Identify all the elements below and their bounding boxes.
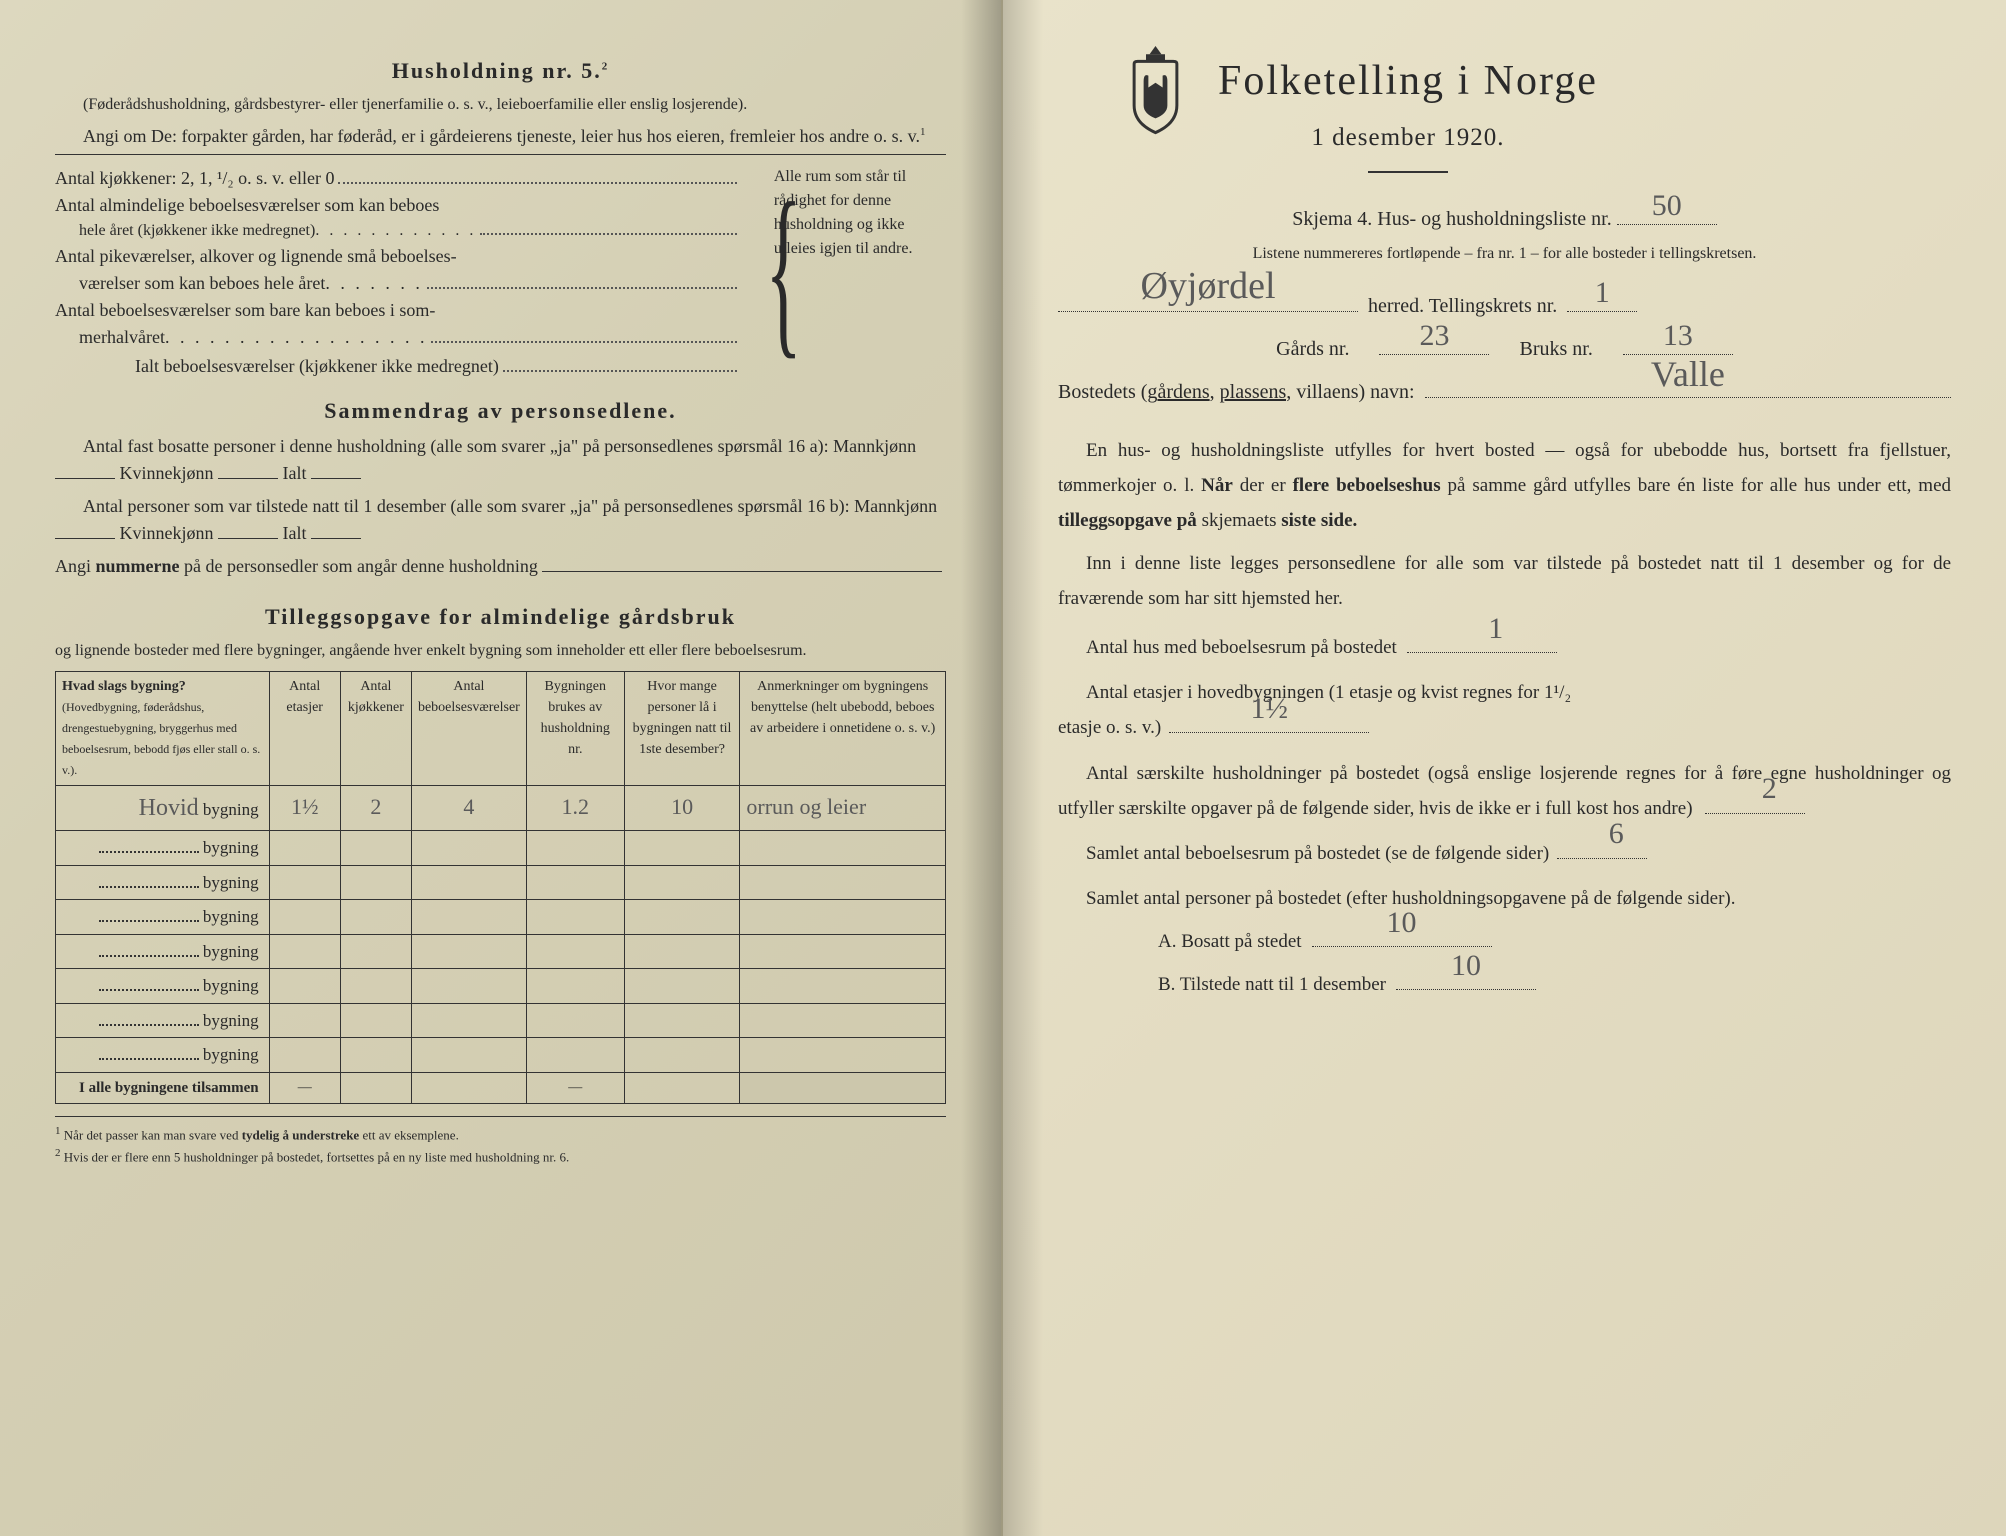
row1-v0: 1½ — [291, 794, 319, 819]
heading-sup: 2 — [602, 61, 610, 73]
th-6: Hvor mange personer lå i bygningen natt … — [624, 672, 740, 786]
page-title: Folketelling i Norge — [1218, 50, 1598, 113]
intro-2-sup: 1 — [920, 126, 926, 138]
th-5: Bygningen brukes av husholdning nr. — [526, 672, 624, 786]
bosted-value: Valle — [1425, 347, 1951, 401]
bosted-label: Bostedets (gårdens, plassens, villaens) … — [1058, 377, 1415, 407]
th-2: Antal etasjer — [269, 672, 340, 786]
fn-2: Hvis der er flere enn 5 husholdninger på… — [64, 1149, 569, 1164]
footnotes: 1 Når det passer kan man svare ved tydel… — [55, 1116, 946, 1167]
table-row-total: I alle bygningene tilsammen —— — [56, 1072, 946, 1104]
q1-value: 1 — [1407, 601, 1557, 657]
q2-value: 1½ — [1169, 681, 1369, 737]
th-4: Antal beboelsesværelser — [411, 672, 526, 786]
questions: Antal hus med beboelsesrum på bostedet1 … — [1058, 630, 1951, 1002]
krets-value: 1 — [1567, 270, 1637, 315]
skjema-line: Skjema 4. Hus- og husholdningsliste nr. … — [1058, 201, 1951, 234]
heading-husholdning: Husholdning nr. 5.2 — [55, 54, 946, 87]
skjema-value: 50 — [1617, 183, 1717, 228]
th-1: Hvad slags bygning? (Hovedbygning, føder… — [56, 672, 270, 786]
rooms-block: Antal kjøkkener: 2, 1, ¹/₂ o. s. v. elle… — [55, 165, 946, 380]
table-row: bygning — [56, 1038, 946, 1073]
herred-value: Øyjørdel — [1058, 258, 1358, 315]
q4-label: Samlet antal beboelsesrum på bostedet (s… — [1058, 836, 1549, 871]
kitchens-line: Antal kjøkkener: 2, 1, ¹/₂ o. s. v. elle… — [55, 165, 334, 192]
rooms-1a: Antal almindelige beboelsesværelser som … — [55, 192, 439, 219]
intro-1: (Føderådshusholdning, gårdsbestyrer- ell… — [55, 93, 946, 117]
q3-block: Antal særskilte husholdninger på bostede… — [1058, 756, 1951, 826]
building-table: Hvad slags bygning? (Hovedbygning, føder… — [55, 671, 946, 1104]
s2-ialt-2: Ialt — [283, 523, 307, 543]
section-sammendrag: Sammendrag av personsedlene. — [55, 394, 946, 427]
fn-1: Når det passer kan man svare ved tydelig… — [64, 1127, 459, 1142]
rooms-1b: hele året (kjøkkener ikke medregnet) — [79, 219, 315, 243]
th-7: Anmerkninger om bygningens benyttelse (h… — [740, 672, 946, 786]
th-3: Antal kjøkkener — [340, 672, 411, 786]
rooms-bracket-note: { Alle rum som står til rådighet for den… — [768, 165, 946, 261]
heading-text: Husholdning nr. 5. — [392, 58, 602, 83]
q3-label: Antal særskilte husholdninger på bostede… — [1058, 763, 1951, 819]
q5b-label: B. Tilstede natt til 1 desember — [1158, 967, 1386, 1002]
left-page: Husholdning nr. 5.2 (Føderådshusholdning… — [0, 0, 1003, 1536]
q3-value: 2 — [1705, 761, 1805, 817]
row1-hw: Hovid — [139, 795, 199, 821]
s2-kv-2: Kvinnekjønn — [120, 523, 214, 543]
q1-label: Antal hus med beboelsesrum på bostedet — [1058, 630, 1397, 665]
s2-kv-1: Kvinnekjønn — [120, 463, 214, 483]
s2-ialt-1: Ialt — [283, 463, 307, 483]
page-date: 1 desember 1920. — [1218, 119, 1598, 157]
q5a-label: A. Bosatt på stedet — [1158, 924, 1302, 959]
rooms-2a: Antal pikeværelser, alkover og lignende … — [55, 243, 457, 270]
document-spread: Husholdning nr. 5.2 (Føderådshusholdning… — [0, 0, 2006, 1536]
q5-label: Samlet antal personer på bostedet (efter… — [1058, 881, 1951, 916]
gard-label: Gårds nr. — [1276, 334, 1349, 364]
s2-l2: Antal personer som var tilstede natt til… — [83, 496, 937, 516]
table-row: bygning — [56, 934, 946, 969]
table-row: bygning — [56, 969, 946, 1004]
q4-value: 6 — [1557, 806, 1647, 862]
q5b-value: 10 — [1396, 938, 1536, 994]
herred-line: Øyjørdel herred. Tellingskrets nr. 1 — [1058, 288, 1951, 321]
rooms-total: Ialt beboelsesværelser (kjøkkener ikke m… — [135, 353, 499, 380]
tillegg-sub: og lignende bosteder med flere bygninger… — [55, 639, 946, 663]
total-label: I alle bygningene tilsammen — [56, 1072, 270, 1104]
row1-label: bygning — [203, 800, 259, 819]
row1-v3: 1.2 — [562, 794, 590, 819]
row1-v5: orrun og leier — [746, 794, 866, 819]
table-row: bygning — [56, 865, 946, 900]
bosted-line: Bostedets (gårdens, plassens, villaens) … — [1058, 374, 1951, 407]
th-1a: Hvad slags bygning? — [62, 679, 186, 694]
s2-l1: Antal fast bosatte personer i denne hush… — [83, 436, 916, 456]
row1-v2: 4 — [463, 794, 474, 819]
table-row: bygning — [56, 900, 946, 935]
intro-2-text: Angi om De: forpakter gården, har føderå… — [83, 126, 920, 146]
right-page: Folketelling i Norge 1 desember 1920. Sk… — [1003, 0, 2006, 1536]
para-1: En hus- og husholdningsliste utfylles fo… — [1058, 433, 1951, 538]
row1-v1: 2 — [370, 794, 381, 819]
q2b: etasje o. s. v.) — [1058, 710, 1161, 745]
sammendrag-line-2: Antal personer som var tilstede natt til… — [55, 493, 946, 547]
table-row: bygning — [56, 1003, 946, 1038]
table-row: bygning — [56, 831, 946, 866]
row1-v4: 10 — [671, 794, 693, 819]
rooms-3b: merhalvåret — [79, 324, 165, 351]
intro-2: Angi om De: forpakter gården, har føderå… — [55, 123, 946, 150]
title-row: Folketelling i Norge 1 desember 1920. — [1118, 40, 1951, 191]
section-tillegg: Tilleggsopgave for almindelige gårdsbruk — [55, 600, 946, 633]
s2-l3: Angi nummerne på de personsedler som ang… — [55, 553, 538, 580]
rooms-2b: værelser som kan beboes hele året — [79, 270, 325, 297]
rooms-3a: Antal beboelsesværelser som bare kan beb… — [55, 297, 435, 324]
skjema-label: Skjema 4. Hus- og husholdningsliste nr. — [1292, 208, 1611, 230]
table-row: Hovid bygning 1½ 2 4 1.2 10 orrun og lei… — [56, 786, 946, 831]
th-1b: (Hovedbygning, føderådshus, drengestueby… — [62, 700, 260, 777]
sammendrag-line-1: Antal fast bosatte personer i denne hush… — [55, 433, 946, 487]
coat-of-arms-icon — [1118, 40, 1193, 135]
